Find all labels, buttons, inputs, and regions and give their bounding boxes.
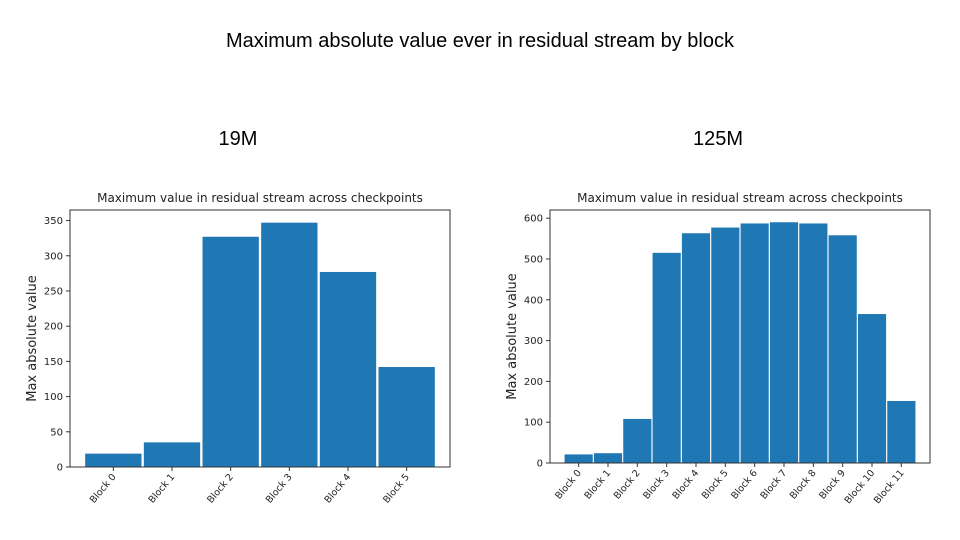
plot-frame bbox=[549, 209, 931, 464]
y-tick-label: 200 bbox=[524, 377, 543, 388]
bar-block-3 bbox=[652, 252, 681, 463]
y-tick-label: 50 bbox=[50, 427, 63, 438]
y-tick-label: 150 bbox=[44, 357, 63, 368]
chart-title: Maximum value in residual stream across … bbox=[97, 191, 423, 205]
x-tick-label: Block 6 bbox=[729, 468, 760, 502]
y-tick-label: 300 bbox=[44, 251, 63, 262]
x-tick-label: Block 1 bbox=[147, 472, 178, 506]
bar-block-6 bbox=[740, 223, 769, 463]
x-tick-label: Block 0 bbox=[88, 472, 119, 506]
bar-block-7 bbox=[769, 222, 799, 463]
chart-title: Maximum value in residual stream across … bbox=[577, 191, 903, 205]
y-tick-label: 350 bbox=[44, 216, 63, 227]
x-tick-label: Block 7 bbox=[759, 468, 790, 502]
bar-block-2 bbox=[623, 418, 652, 463]
bar-block-0 bbox=[85, 453, 142, 467]
y-tick-label: 0 bbox=[57, 463, 63, 474]
bar-block-1 bbox=[593, 453, 623, 463]
bar-chart-125m: Maximum value in residual stream across … bbox=[505, 191, 931, 506]
bar-block-9 bbox=[828, 235, 857, 463]
bar-block-0 bbox=[564, 454, 593, 463]
x-tick-label: Block 2 bbox=[612, 468, 643, 502]
bar-block-3 bbox=[261, 222, 318, 467]
bar-block-4 bbox=[681, 233, 711, 463]
bar-block-5 bbox=[711, 227, 740, 463]
x-tick-label: Block 5 bbox=[700, 468, 731, 502]
bar-chart-19m: Maximum value in residual stream across … bbox=[25, 191, 451, 506]
y-tick-label: 100 bbox=[524, 418, 543, 429]
plot-frame bbox=[69, 209, 451, 468]
x-tick-label: Block 4 bbox=[671, 468, 702, 502]
y-tick-label: 500 bbox=[524, 254, 543, 265]
bar-block-11 bbox=[887, 400, 916, 463]
slide-title: Maximum absolute value ever in residual … bbox=[226, 30, 734, 52]
x-tick-label: Block 1 bbox=[583, 468, 614, 502]
x-tick-label: Block 5 bbox=[381, 472, 412, 506]
y-axis-label: Max absolute value bbox=[25, 275, 40, 402]
x-tick-label: Block 3 bbox=[264, 472, 295, 506]
panel-label-125m: 125M bbox=[692, 128, 744, 150]
y-tick-label: 100 bbox=[44, 392, 63, 403]
y-tick-label: 400 bbox=[524, 295, 543, 306]
x-tick-label: Block 2 bbox=[205, 472, 236, 506]
x-tick-label: Block 11 bbox=[872, 468, 907, 506]
y-tick-label: 250 bbox=[44, 286, 63, 297]
bar-block-2 bbox=[202, 236, 259, 467]
x-tick-label: Block 0 bbox=[553, 468, 584, 502]
bar-block-8 bbox=[799, 223, 828, 463]
bar-block-10 bbox=[857, 314, 887, 463]
x-tick-label: Block 9 bbox=[817, 468, 848, 502]
bar-block-1 bbox=[143, 442, 201, 467]
x-tick-label: Block 8 bbox=[788, 468, 819, 502]
y-axis-label: Max absolute value bbox=[505, 273, 520, 400]
x-tick-label: Block 3 bbox=[641, 468, 672, 502]
y-tick-label: 300 bbox=[524, 336, 543, 347]
panel-label-19m: 19M bbox=[218, 128, 258, 150]
y-tick-label: 200 bbox=[44, 322, 63, 333]
x-tick-label: Block 4 bbox=[323, 472, 354, 506]
y-tick-label: 600 bbox=[524, 214, 543, 225]
bar-block-4 bbox=[319, 271, 377, 467]
bar-block-5 bbox=[378, 367, 435, 467]
y-tick-label: 0 bbox=[537, 459, 543, 470]
